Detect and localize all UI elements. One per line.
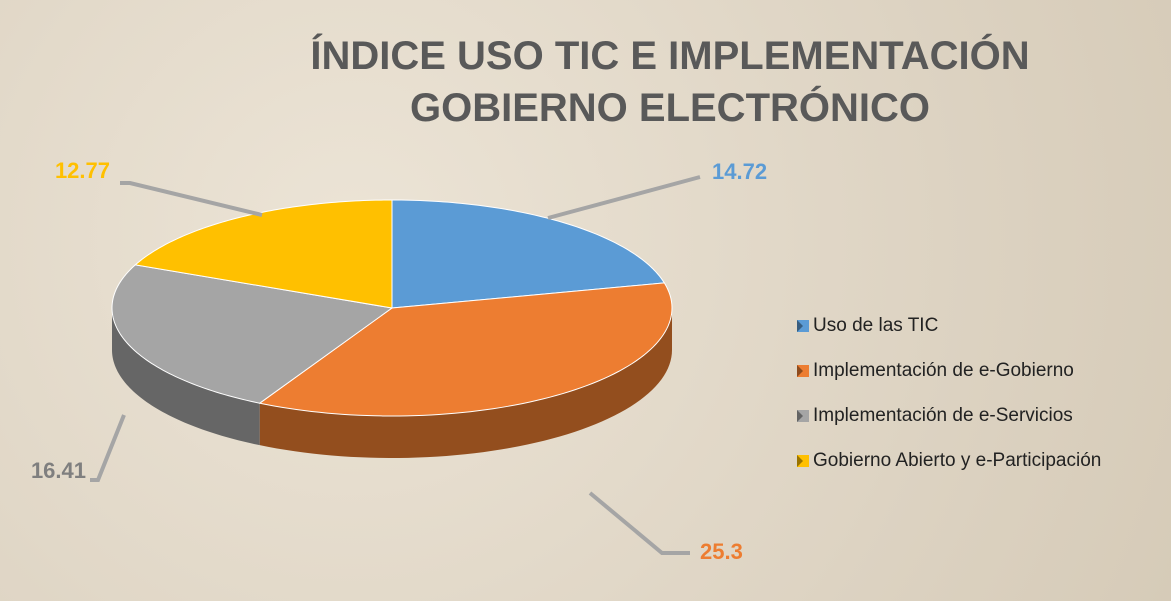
- pie-slice: [111, 264, 394, 404]
- legend-item: Uso de las TIC: [797, 315, 938, 336]
- legend-label: Uso de las TIC: [813, 315, 938, 336]
- legend-swatch-shade: [797, 365, 803, 377]
- leader-line: [547, 175, 701, 220]
- leader-line: [90, 414, 126, 482]
- chart-title: ÍNDICE USO TIC E IMPLEMENTACIÓN GOBIERNO…: [310, 34, 1030, 130]
- legend-label: Implementación de e-Servicios: [813, 405, 1073, 426]
- data-label: 12.77: [55, 158, 110, 183]
- leader-line: [588, 491, 690, 555]
- data-label: 14.72: [712, 159, 767, 184]
- pie-slice-side: [112, 308, 260, 446]
- legend-label: Implementación de e-Gobierno: [813, 360, 1074, 381]
- legend-item: Implementación de e-Gobierno: [797, 360, 1074, 381]
- data-label: 16.41: [31, 458, 86, 483]
- legend-swatch-shade: [797, 410, 803, 422]
- pie-slice: [134, 199, 393, 309]
- legend-item: Gobierno Abierto y e-Participación: [797, 450, 1101, 471]
- legend-label: Gobierno Abierto y e-Participación: [813, 450, 1101, 471]
- data-label: 25.3: [700, 539, 743, 564]
- legend-swatch-shade: [797, 455, 803, 467]
- legend-swatch-shade: [797, 320, 803, 332]
- leader-line: [120, 181, 263, 217]
- pie-slice-side: [259, 308, 672, 458]
- legend-item: Implementación de e-Servicios: [797, 405, 1073, 426]
- pie-slice: [391, 199, 666, 309]
- pie-slice: [258, 282, 673, 417]
